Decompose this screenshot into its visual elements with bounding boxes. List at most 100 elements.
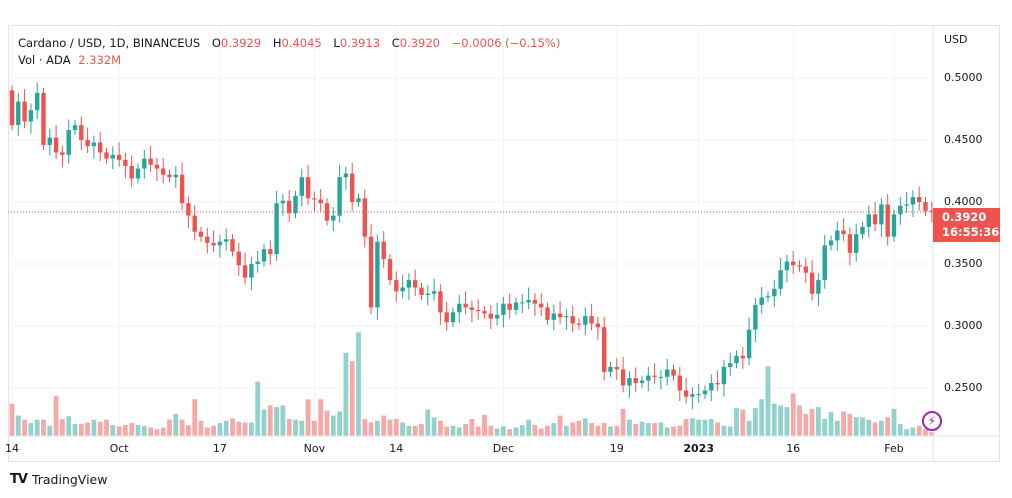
- price-tick-label: 0.4500: [944, 133, 983, 146]
- candle-up: [734, 355, 739, 364]
- candle-up: [331, 215, 336, 221]
- tradingview-logo[interactable]: TV TradingView: [10, 472, 107, 487]
- volume-bar: [696, 419, 702, 436]
- volume-bar: [778, 405, 783, 436]
- candle-up: [526, 299, 531, 303]
- candle-up: [753, 304, 758, 330]
- candle-down: [488, 313, 493, 319]
- candle-up: [35, 92, 40, 111]
- candle-down: [444, 312, 449, 323]
- time-tick-label: 19: [609, 442, 624, 455]
- volume-bar: [368, 422, 374, 436]
- candle-down: [148, 158, 153, 165]
- candle-up: [891, 214, 897, 237]
- candle-up: [822, 245, 827, 281]
- candle-down: [167, 174, 172, 178]
- volume-bar: [904, 429, 909, 436]
- candle-up: [658, 376, 664, 378]
- volume-bar: [564, 425, 569, 436]
- candle-down: [387, 259, 393, 281]
- lightning-icon[interactable]: ⚡: [922, 411, 942, 431]
- candle-down: [438, 291, 443, 313]
- price-tick-label: 0.5000: [944, 71, 983, 84]
- last-price: 0.3920: [942, 210, 987, 224]
- chart-frame: [8, 25, 1000, 462]
- volume-bar: [519, 425, 525, 436]
- candle-down: [803, 266, 808, 273]
- candle-up: [224, 239, 229, 242]
- candle-down: [413, 280, 418, 288]
- price-tick-label: 0.4000: [944, 195, 983, 208]
- open-label: O: [211, 36, 221, 50]
- volume-bar: [444, 426, 450, 436]
- candle-down: [923, 202, 928, 211]
- volume-bar: [526, 419, 531, 436]
- volume-bar: [923, 429, 928, 436]
- candle-down: [350, 173, 355, 202]
- volume-bar: [816, 407, 821, 436]
- volume-bar: [872, 422, 878, 436]
- candle-up: [299, 177, 304, 196]
- volume-label[interactable]: Vol · ADA: [18, 53, 71, 67]
- volume-bar: [167, 419, 172, 436]
- legend-ohlc: Cardano / USD, 1D, BINANCEUS O0.3929 H0.…: [18, 35, 560, 52]
- volume-bar: [620, 408, 626, 436]
- candle-up: [513, 302, 519, 310]
- volume-bar: [645, 423, 651, 436]
- symbol-title[interactable]: Cardano / USD, 1D, BINANCEUS: [18, 36, 201, 50]
- volume-bar: [721, 425, 727, 436]
- volume-bar: [507, 429, 513, 436]
- candle-up: [564, 316, 569, 318]
- volume-bar: [400, 422, 405, 436]
- candle-down: [614, 366, 619, 370]
- volume-bar: [456, 427, 462, 436]
- candle-down: [79, 125, 84, 140]
- volume-bar: [123, 425, 128, 436]
- candle-down: [161, 168, 166, 175]
- volume-bar: [141, 425, 147, 436]
- time-tick-label: Oct: [109, 442, 129, 455]
- candle-down: [545, 307, 550, 320]
- volume-bar: [34, 419, 40, 436]
- candle-up: [337, 177, 342, 216]
- change-value: −0.0006 (−0.15%): [451, 36, 561, 50]
- volume-bar: [179, 419, 185, 436]
- volume-bar: [198, 420, 204, 436]
- volume-bar: [267, 405, 273, 436]
- volume-bar: [891, 408, 897, 436]
- time-tick-label: 14: [389, 442, 404, 455]
- volume-bar: [154, 429, 160, 436]
- candle-down: [715, 383, 720, 385]
- volume-bar: [929, 432, 935, 436]
- volume-bar: [797, 405, 802, 436]
- low-label: L: [333, 36, 340, 50]
- candle-up: [91, 142, 97, 147]
- volume-bar: [746, 420, 752, 436]
- volume-bar: [217, 423, 223, 436]
- volume-bar: [570, 422, 576, 436]
- candle-down: [186, 203, 191, 216]
- candle-down: [677, 375, 682, 391]
- volume-bar: [853, 417, 859, 436]
- volume-bar: [702, 419, 708, 436]
- volume-bar: [822, 419, 828, 436]
- candle-up: [28, 110, 34, 122]
- volume-bar: [280, 405, 286, 436]
- volume-bar: [22, 419, 27, 436]
- currency-label[interactable]: USD: [944, 33, 968, 46]
- volume-bar: [860, 417, 865, 436]
- volume-bar: [910, 427, 916, 436]
- volume-bar: [192, 399, 198, 436]
- candle-up: [72, 125, 78, 131]
- candle-down: [841, 230, 846, 235]
- candle-up: [772, 288, 777, 297]
- candle-down: [419, 287, 424, 295]
- volume-bar: [765, 366, 771, 436]
- volume-bar: [482, 414, 487, 436]
- candle-down: [211, 242, 216, 246]
- close-label: C: [391, 36, 400, 50]
- time-tick-label: 17: [212, 442, 227, 455]
- volume-bar: [72, 424, 78, 436]
- volume-bar: [771, 403, 777, 436]
